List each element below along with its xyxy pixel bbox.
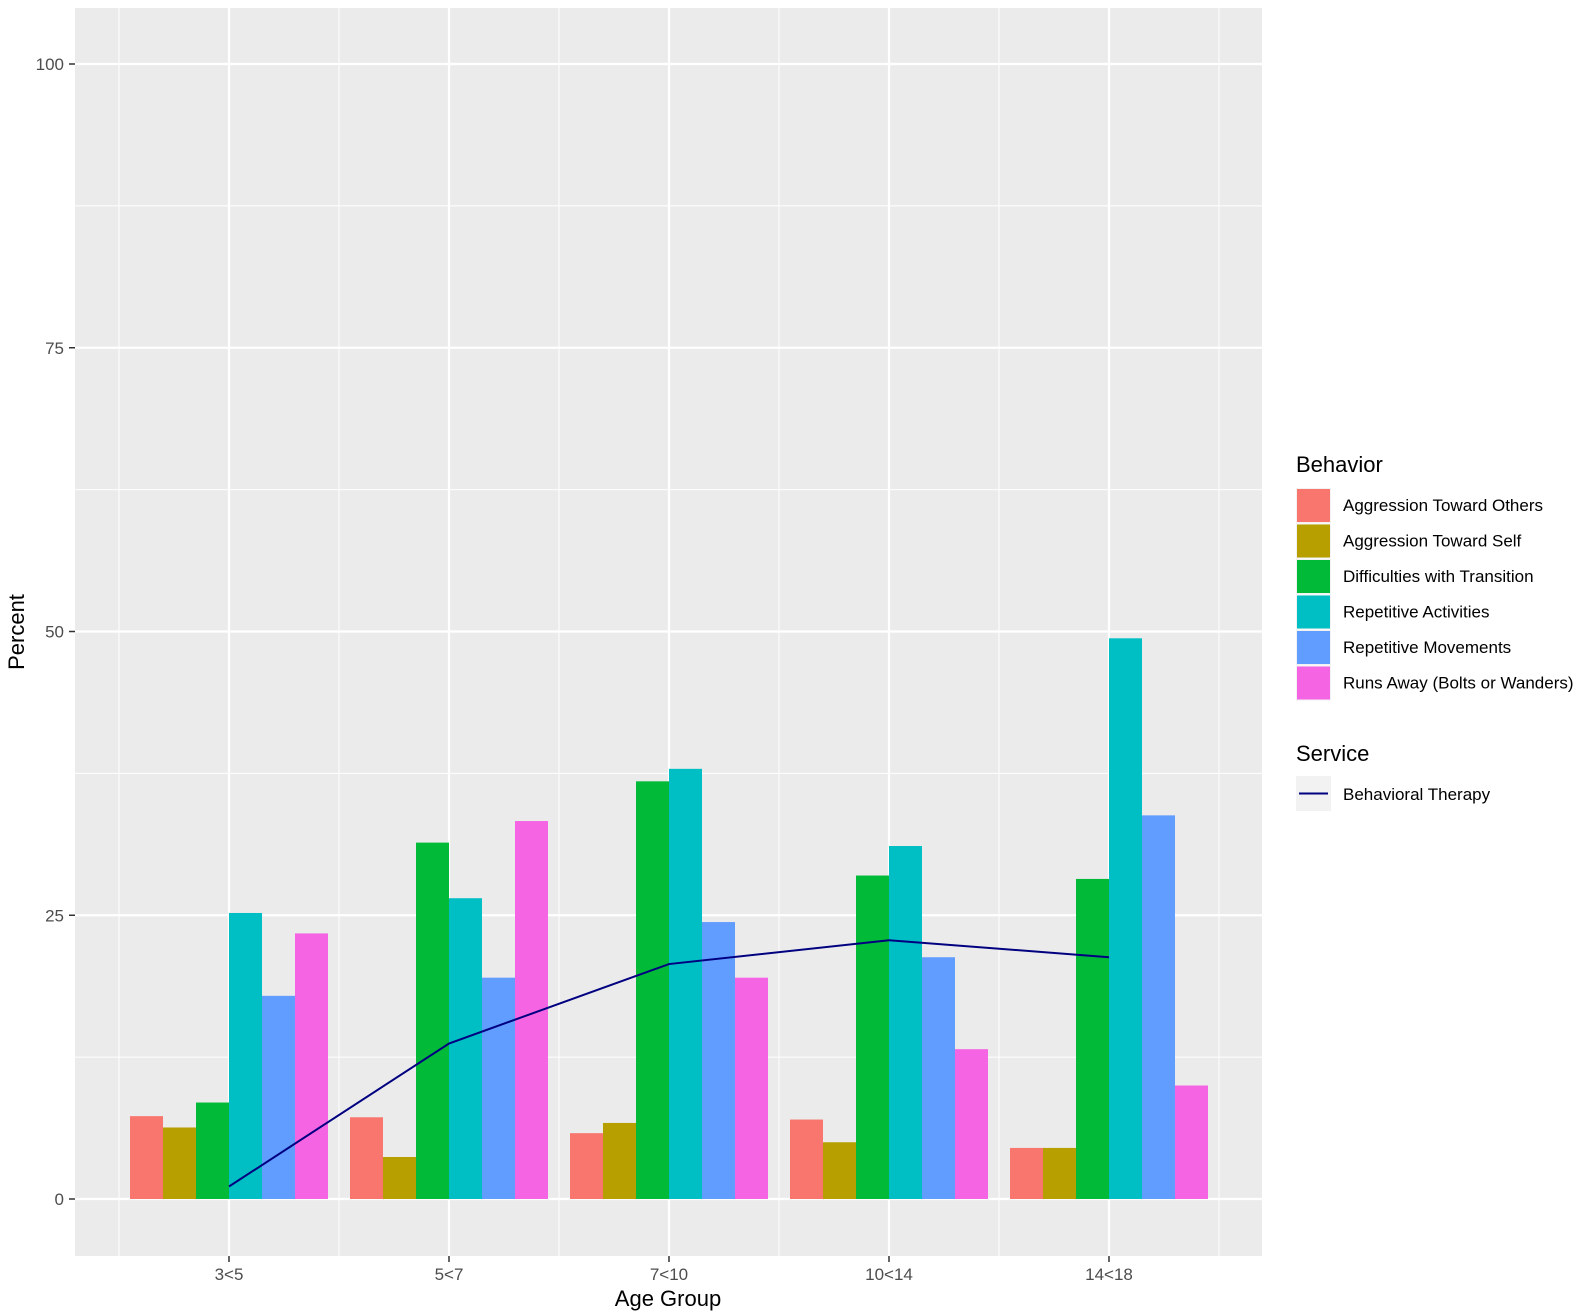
legend-label: Runs Away (Bolts or Wanders) — [1343, 674, 1574, 693]
bars — [130, 638, 1208, 1199]
legend-title-service: Service — [1296, 741, 1369, 766]
bar — [130, 1116, 163, 1199]
y-tick-label: 50 — [45, 623, 64, 642]
bar — [570, 1133, 603, 1199]
x-tick-label: 7<10 — [650, 1265, 688, 1284]
bar — [383, 1157, 416, 1199]
bar — [482, 977, 515, 1199]
y-tick-label: 75 — [45, 339, 64, 358]
bar — [295, 933, 328, 1199]
legend-swatch — [1297, 666, 1330, 700]
bar — [955, 1049, 988, 1199]
bar — [636, 781, 669, 1199]
bar — [229, 912, 262, 1199]
bar — [163, 1127, 196, 1199]
x-tick-label: 3<5 — [215, 1265, 244, 1284]
bar — [735, 977, 768, 1199]
bar — [350, 1117, 383, 1199]
legend-swatch — [1297, 524, 1330, 558]
y-axis: 0 25 50 75 100 — [36, 55, 75, 1209]
legend-title-behavior: Behavior — [1296, 452, 1383, 477]
legend-label: Aggression Toward Self — [1343, 532, 1522, 551]
y-tick-label: 100 — [36, 55, 64, 74]
bar — [702, 922, 735, 1199]
bar — [1175, 1085, 1208, 1199]
legend-swatch — [1297, 631, 1330, 664]
legend-label: Behavioral Therapy — [1343, 785, 1491, 804]
legend: Behavior Aggression Toward OthersAggress… — [1296, 452, 1574, 811]
bar — [449, 898, 482, 1199]
legend-label: Difficulties with Transition — [1343, 567, 1534, 586]
legend-label: Repetitive Movements — [1343, 638, 1511, 657]
x-axis: 3<5 5<7 7<10 10<14 14<18 — [215, 1256, 1133, 1284]
legend-label: Aggression Toward Others — [1343, 496, 1543, 515]
x-tick-label: 14<18 — [1085, 1265, 1133, 1284]
y-axis-title: Percent — [4, 594, 29, 670]
x-tick-label: 10<14 — [865, 1265, 913, 1284]
bar — [856, 875, 889, 1199]
x-tick-label: 5<7 — [435, 1265, 464, 1284]
bar — [1109, 638, 1142, 1199]
y-tick-label: 0 — [55, 1190, 64, 1209]
bar — [823, 1142, 856, 1199]
bar — [603, 1122, 636, 1199]
bar — [1010, 1147, 1043, 1199]
bar — [889, 846, 922, 1199]
legend-swatch — [1297, 560, 1330, 593]
bar — [1076, 878, 1109, 1199]
y-tick-label: 25 — [45, 906, 64, 925]
behavioral-therapy-line — [228, 939, 1110, 1188]
legend-swatch — [1297, 489, 1330, 522]
legend-label: Repetitive Activities — [1343, 603, 1489, 622]
bar — [922, 957, 955, 1199]
bar — [1142, 815, 1175, 1199]
line-series — [228, 939, 1110, 1188]
bar — [196, 1102, 229, 1199]
bar — [1043, 1147, 1076, 1199]
bar — [262, 995, 295, 1199]
x-axis-title: Age Group — [615, 1286, 721, 1311]
legend-swatch — [1297, 595, 1330, 629]
bar — [416, 842, 449, 1199]
legend-bar-items: Aggression Toward Others Aggression Towar… — [1296, 488, 1574, 701]
bar — [669, 768, 702, 1199]
legend-line-items: Behavioral Therapy — [1296, 776, 1491, 811]
bar — [790, 1119, 823, 1199]
